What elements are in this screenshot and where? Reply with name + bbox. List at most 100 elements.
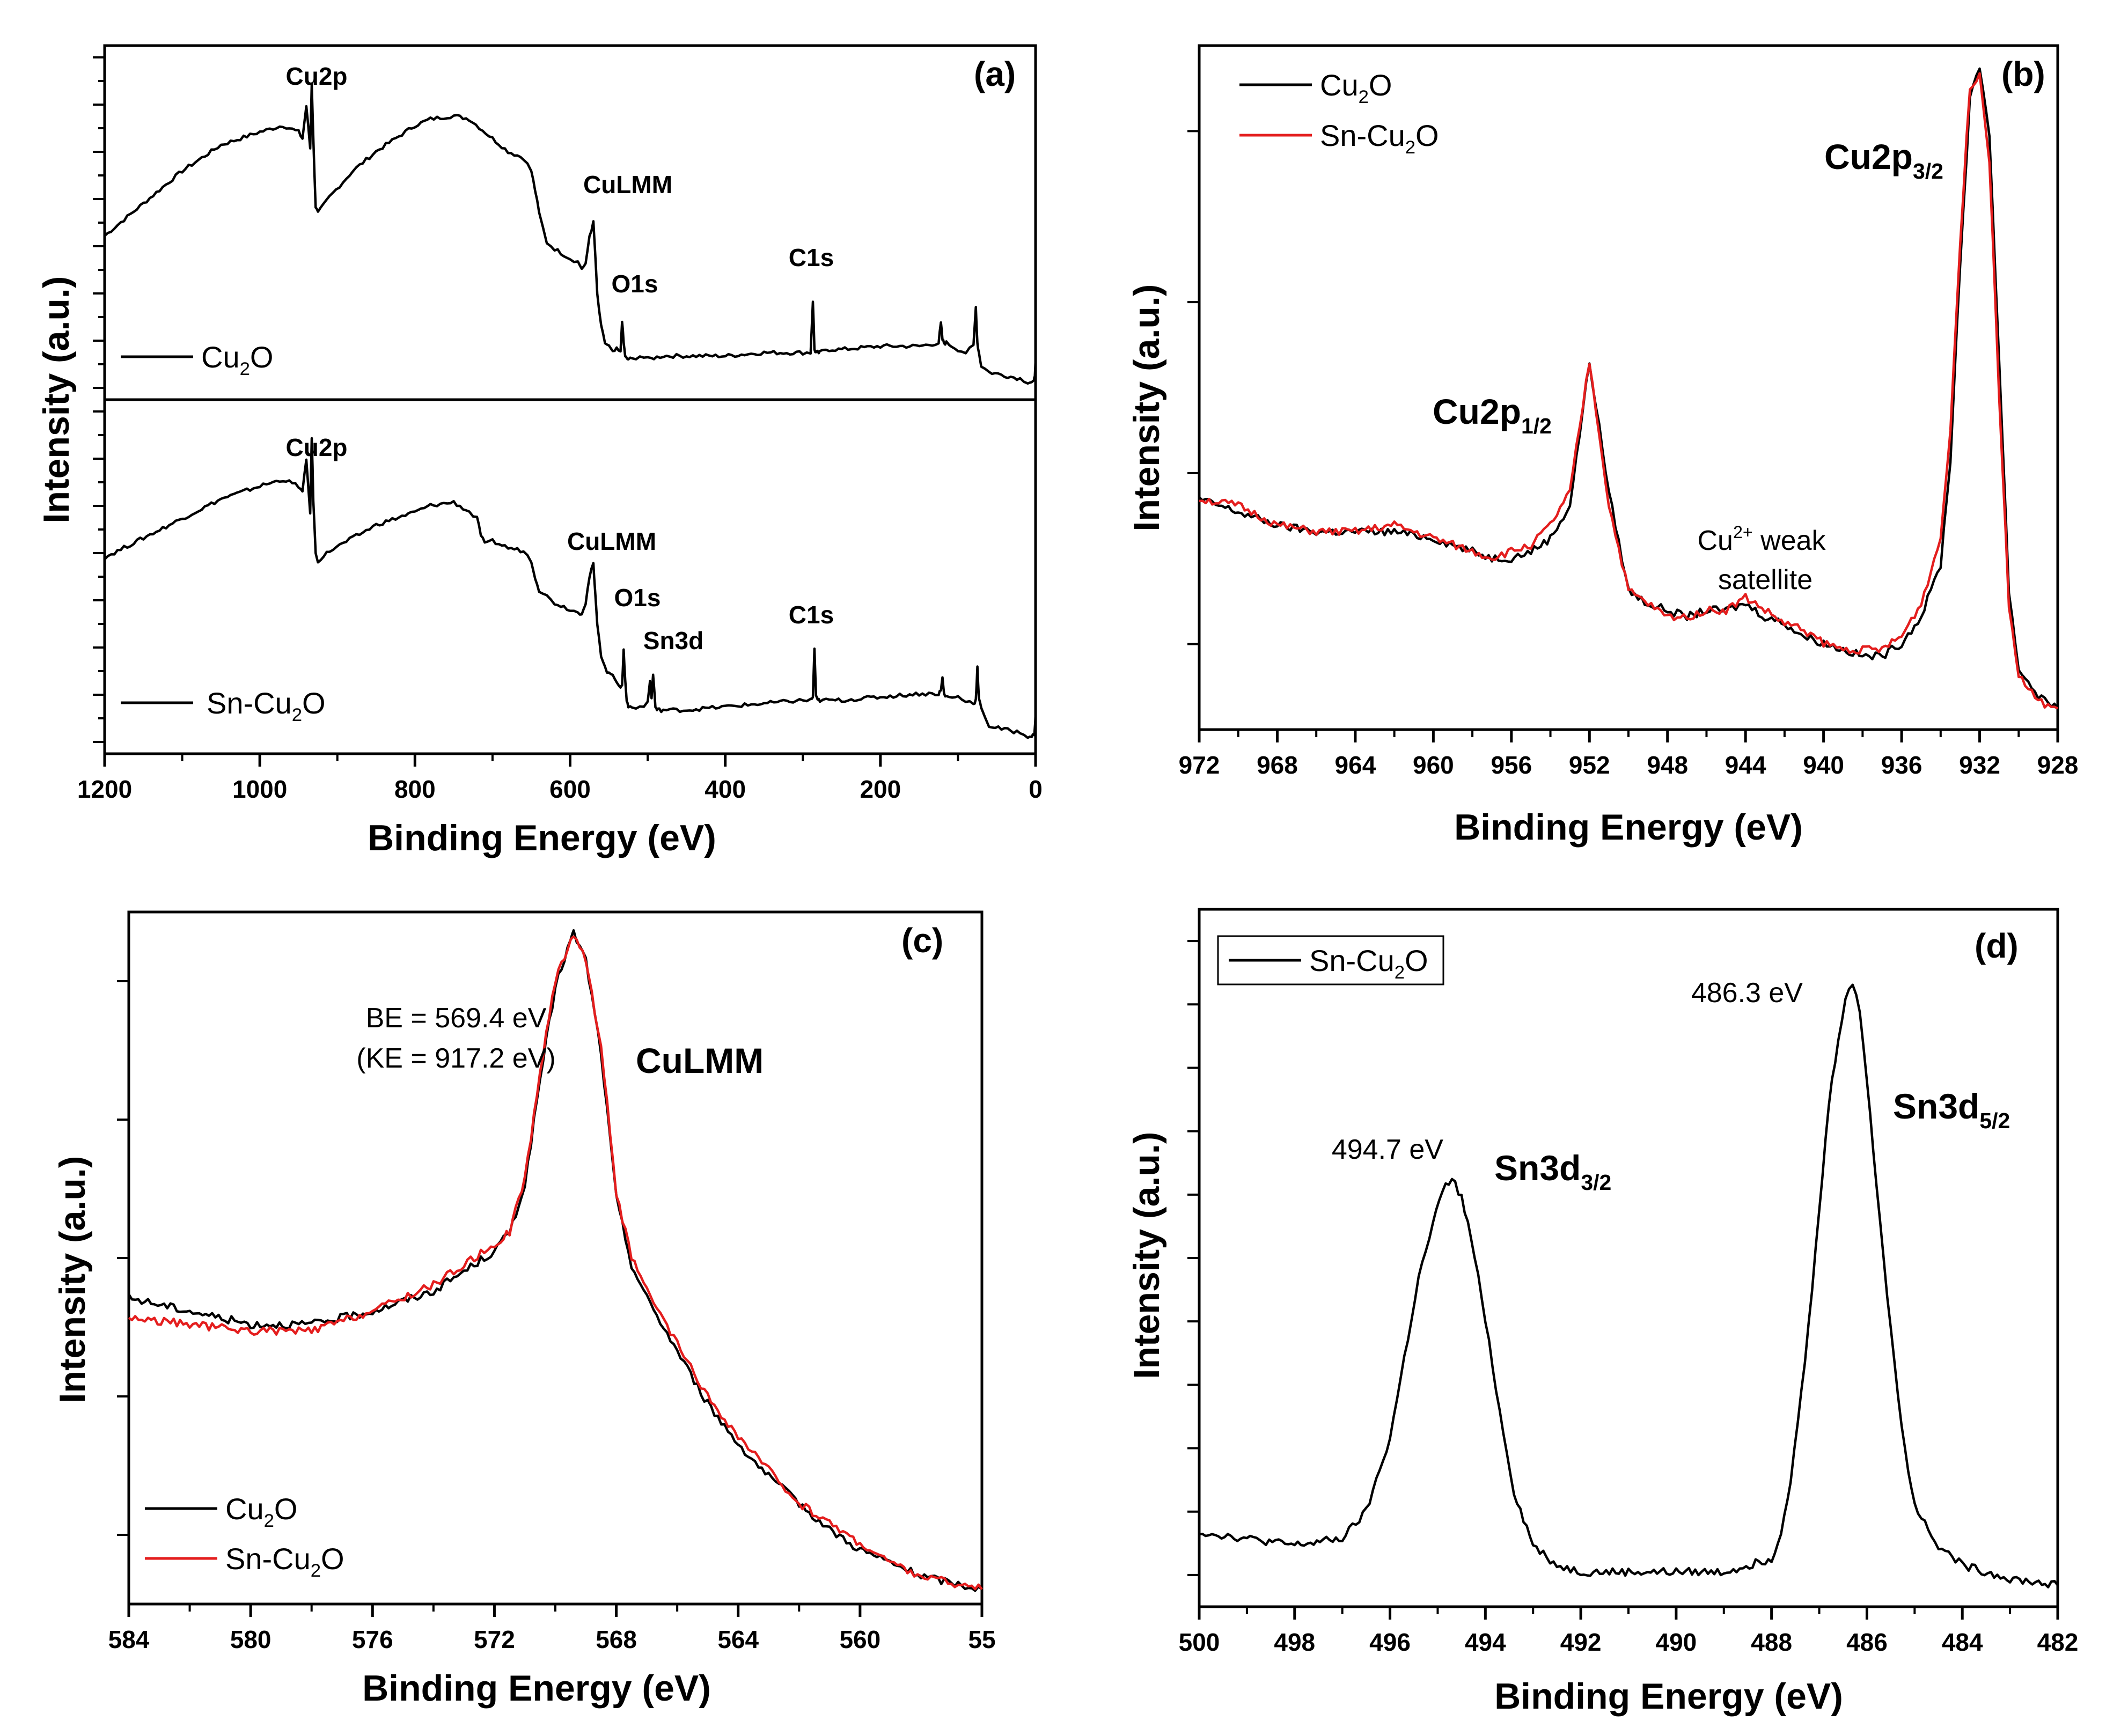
panel-d-legend: Sn-Cu2O [1217,935,1444,985]
panel-c-xtick-label: 584 [108,1625,150,1653]
panel-a-legend-bottom: Sn-Cu2O [121,686,326,725]
panel-d-xtick-label: 486 [1846,1628,1888,1656]
panel-a-bot-o1s-label: O1s [614,584,661,612]
panel-b-xtick-label: 964 [1335,751,1376,779]
panel-b-ylabel: Intensity (a.u.) [1126,284,1167,532]
panel-c-xtick-label: 572 [474,1625,515,1653]
panel-c-ke-label: (KE = 917.2 eV) [356,1043,555,1074]
panel-b-label: (b) [2001,55,2045,93]
panel-c-xtick-label: 564 [717,1625,759,1653]
panel-b-xtick-label: 952 [1569,751,1610,779]
panel-c-legend-cu2o-text: Cu2O [225,1492,297,1531]
panel-a-ylabel: Intensity (a.u.) [36,276,77,524]
panel-a-top-o1s-label: O1s [612,270,658,298]
panel-b-legend: Cu2O Sn-Cu2O [1239,68,1439,158]
panel-d-series [1199,983,2059,1588]
panel-d-legend-box [1217,935,1444,985]
panel-b-xtick-label: 932 [1959,751,2000,779]
panel-a-xtick-label: 600 [549,775,591,803]
panel-d-sn3d32-label: Sn3d3/2 [1494,1148,1611,1195]
panel-a-bot-c1s-label: C1s [789,601,834,629]
panel-d-xtick-label: 484 [1942,1628,1983,1656]
panel-d-xtick-label: 482 [2037,1628,2079,1656]
panel-c-culmm-label: CuLMM [636,1041,764,1080]
panel-b-legend-cu2o-text: Cu2O [1320,68,1392,107]
panel-a-bot-cu2p-label: Cu2p [286,433,348,461]
panel-b-xtick-label: 940 [1803,751,1844,779]
panel-b-cu2p12-label: Cu2p1/2 [1433,392,1552,438]
panel-c-xtick-label: 580 [230,1625,271,1653]
panel-d-series-a-line [1199,983,2059,1588]
panel-a-label: (a) [974,55,1016,93]
panel-a-series [104,83,1037,739]
panel-a: 1200 1000 800 600 400 200 0 (a) Binding Energy… [36,44,1043,858]
panel-b-satellite-line2: satellite [1718,564,1813,595]
panel-b: 972 968 964 960 956 952 948 944 940 936 932 928 (b)… [1126,44,2079,848]
panel-d-label: (d) [1975,926,2019,965]
panel-c-legend: Cu2O Sn-Cu2O [145,1492,344,1581]
panel-c-series [128,929,983,1592]
panel-d-xtick-label: 488 [1751,1628,1792,1656]
panel-a-bot-culmm-label: CuLMM [567,527,656,555]
panel-b-xtick-label: 944 [1725,751,1766,779]
panel-d: 500 498 496 494 492 490 488 486 484 482 (d) Bindi… [1126,908,2079,1717]
panel-c-xlabel: Binding Energy (eV) [362,1668,711,1709]
panel-a-legend-top-text: Cu2O [201,340,273,379]
panel-d-xtick-label: 492 [1560,1628,1602,1656]
panel-b-xtick-label: 968 [1257,751,1298,779]
panel-a-xtick-label: 200 [860,775,901,803]
panel-a-series-a-line [104,83,1037,385]
panel-b-cu2p32-label: Cu2p3/2 [1824,137,1943,183]
panel-b-series-b-line [1199,72,2059,710]
panel-d-peak1-value: 494.7 eV [1332,1134,1443,1165]
panel-a-xtick-label: 800 [394,775,436,803]
panel-c-ticks: 584 580 576 572 568 564 560 55 [108,980,996,1653]
panel-c-xtick-label: 560 [839,1625,880,1653]
panel-b-series [1198,67,2059,710]
panel-d-sn3d52-label: Sn3d5/2 [1893,1086,2010,1133]
panel-a-xtick-label: 0 [1029,775,1043,803]
panel-c-series-b-line [128,935,983,1591]
panel-b-xtick-label: 972 [1179,751,1220,779]
panel-d-frame [1198,908,2059,1608]
panel-a-xtick-label: 1000 [232,775,287,803]
panel-a-legend-top: Cu2O [121,340,273,379]
panel-a-top-culmm-label: CuLMM [583,171,672,198]
panel-c: 584 580 576 572 568 564 560 55 (c) Binding Ener… [52,910,996,1709]
panel-a-bot-sn3d-label: Sn3d [643,627,703,654]
panel-b-satellite-line1: Cu2+ weak [1697,523,1826,556]
panel-d-xtick-label: 496 [1369,1628,1411,1656]
panel-a-top-c1s-label: C1s [789,244,834,271]
panel-b-ticks: 972 968 964 960 956 952 948 944 940 936 932 928 [1179,130,2079,779]
panel-b-xtick-label: 928 [2037,751,2079,779]
panel-a-xlabel: Binding Energy (eV) [368,818,716,858]
panel-a-series-b-line [104,437,1037,739]
panel-c-ylabel: Intensity (a.u.) [52,1156,93,1403]
panel-a-xtick-label: 400 [705,775,746,803]
panel-d-xtick-label: 490 [1656,1628,1697,1656]
panel-d-peak2-value: 486.3 eV [1691,977,1803,1009]
panel-c-legend-sn-text: Sn-Cu2O [225,1542,344,1581]
panel-b-xlabel: Binding Energy (eV) [1454,807,1803,848]
panel-d-xtick-label: 498 [1274,1628,1315,1656]
panel-d-xtick-label: 494 [1465,1628,1506,1656]
panel-b-xtick-label: 960 [1413,751,1454,779]
panel-d-xlabel: Binding Energy (eV) [1494,1676,1843,1717]
panel-d-legend-text: Sn-Cu2O [1309,944,1428,983]
panel-d-xtick-label: 500 [1179,1628,1220,1656]
panel-c-label: (c) [901,921,943,960]
panel-c-xtick-label: 55 [968,1625,995,1653]
panel-b-legend-sn-text: Sn-Cu2O [1320,119,1439,158]
panel-d-ylabel: Intensity (a.u.) [1126,1132,1167,1379]
panel-b-xtick-label: 948 [1647,751,1688,779]
panel-a-top-cu2p-label: Cu2p [286,62,348,90]
panel-a-legend-bottom-text: Sn-Cu2O [207,686,326,725]
panel-c-xtick-label: 568 [596,1625,637,1653]
panel-b-xtick-label: 956 [1491,751,1532,779]
panel-a-xtick-label: 1200 [77,775,132,803]
panel-b-xtick-label: 936 [1881,751,1922,779]
panel-c-xtick-label: 576 [352,1625,393,1653]
panel-c-be-label: BE = 569.4 eV [366,1003,547,1034]
panel-a-ticks: 1200 1000 800 600 400 200 0 [77,56,1043,803]
